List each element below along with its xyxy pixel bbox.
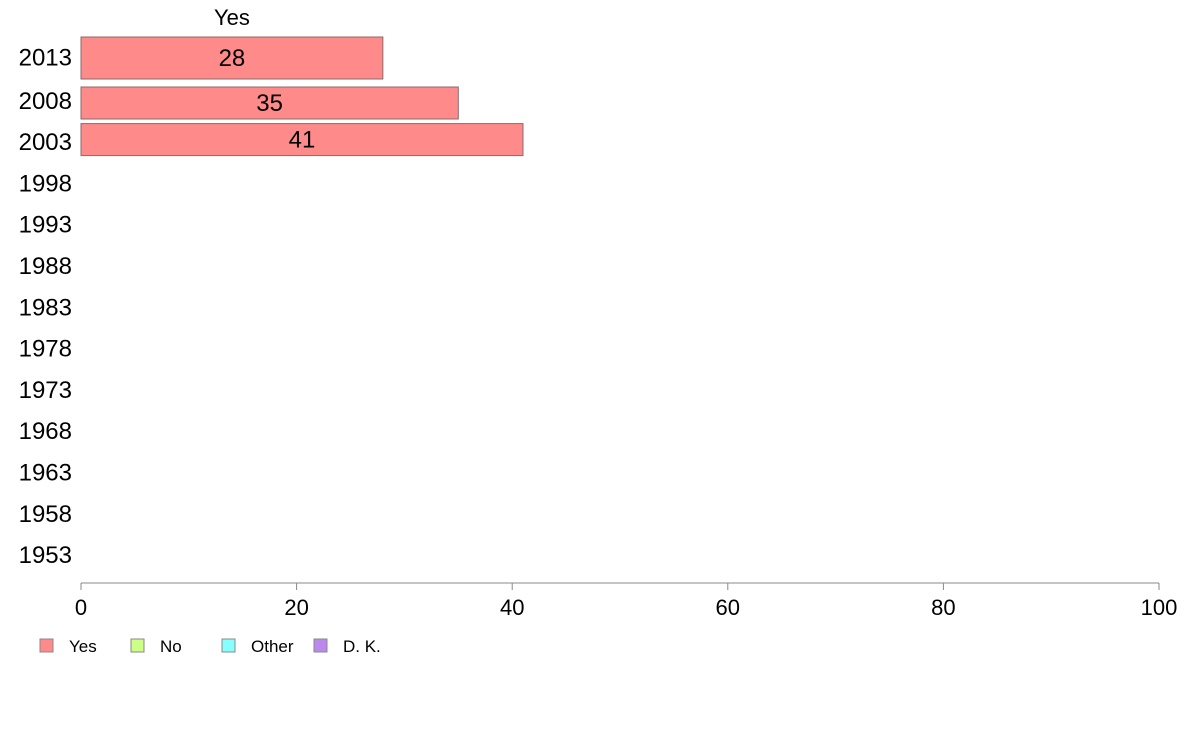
category-label: 1988 — [19, 253, 72, 280]
legend-label: Yes — [69, 637, 97, 656]
category-label: 2003 — [19, 129, 72, 156]
legend-label: D. K. — [343, 637, 381, 656]
legend-swatch — [130, 638, 145, 653]
legend-label: Other — [251, 637, 294, 656]
category-label: 1953 — [19, 542, 72, 569]
legend-swatch — [39, 638, 54, 653]
legend-label: No — [160, 637, 182, 656]
category-label: 1973 — [19, 377, 72, 404]
bar-value-label: 41 — [289, 127, 316, 154]
x-tick-label: 20 — [284, 595, 308, 620]
bar-yes — [80, 36, 384, 80]
category-label: 1993 — [19, 212, 72, 239]
legend-swatch — [221, 638, 236, 653]
category-label: 2008 — [19, 88, 72, 115]
x-tick-label: 60 — [716, 595, 740, 620]
column-header: Yes — [214, 5, 250, 30]
bar-value-label: 28 — [219, 45, 246, 72]
category-label: 1963 — [19, 460, 72, 487]
legend-swatch — [313, 638, 328, 653]
category-label: 1968 — [19, 418, 72, 445]
bar-yes — [80, 123, 524, 157]
x-tick-label: 40 — [500, 595, 524, 620]
category-label: 1998 — [19, 170, 72, 197]
category-label: 1983 — [19, 294, 72, 321]
x-tick-label: 0 — [75, 595, 87, 620]
category-label: 1958 — [19, 501, 72, 528]
bar-yes — [80, 86, 459, 120]
category-label: 1978 — [19, 336, 72, 363]
x-tick-label: 80 — [931, 595, 955, 620]
x-tick-label: 100 — [1141, 595, 1178, 620]
bar-value-label: 35 — [256, 90, 283, 117]
category-label: 2013 — [19, 45, 72, 72]
